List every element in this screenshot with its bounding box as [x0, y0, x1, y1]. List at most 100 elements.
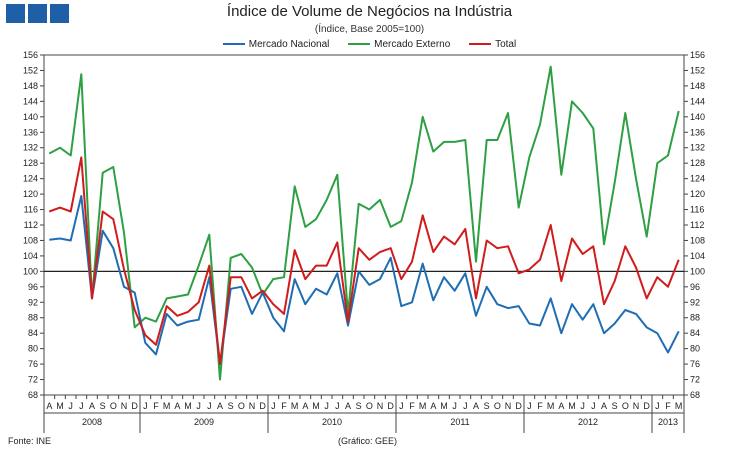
x-month-label: M	[547, 401, 555, 411]
x-month-label: J	[271, 401, 276, 411]
x-month-label: S	[356, 401, 362, 411]
x-month-label: M	[568, 401, 576, 411]
y-tick-label-right: 76	[690, 359, 700, 369]
y-tick-label-left: 156	[23, 50, 38, 60]
x-month-label: J	[452, 401, 457, 411]
y-tick-label-left: 112	[24, 220, 38, 230]
x-month-label: M	[440, 401, 448, 411]
x-month-label: O	[622, 401, 629, 411]
x-month-label: D	[387, 401, 394, 411]
y-tick-label-left: 108	[23, 235, 38, 245]
y-tick-label-left: 128	[23, 158, 38, 168]
x-month-label: M	[56, 401, 64, 411]
x-month-label: A	[345, 401, 351, 411]
x-month-label: N	[377, 401, 384, 411]
y-tick-label-right: 120	[690, 189, 705, 199]
x-month-label: S	[100, 401, 106, 411]
series-line-mercado-nacional	[49, 195, 680, 366]
y-tick-label-left: 80	[28, 344, 38, 354]
plot-frame	[43, 54, 685, 396]
y-tick-label-right: 92	[690, 297, 700, 307]
chart-subtitle: (Índice, Base 2005=100)	[314, 24, 425, 35]
x-month-label: F	[153, 401, 159, 411]
y-tick-label-left: 100	[23, 266, 38, 276]
y-tick-label-right: 132	[690, 143, 705, 153]
y-tick-label-left: 72	[28, 375, 38, 385]
x-month-label: A	[473, 401, 479, 411]
y-tick-label-right: 104	[690, 251, 705, 261]
x-month-label: J	[143, 401, 148, 411]
x-month-label: A	[430, 401, 436, 411]
y-tick-label-right: 88	[690, 313, 700, 323]
x-month-label: J	[196, 401, 201, 411]
y-tick-label-left: 84	[28, 328, 38, 338]
y-tick-label-left: 96	[28, 282, 38, 292]
x-month-label: N	[121, 401, 128, 411]
y-tick-label-right: 72	[690, 375, 700, 385]
x-month-label: M	[163, 401, 171, 411]
y-tick-label-right: 100	[690, 266, 705, 276]
legend-label: Mercado Nacional	[248, 39, 330, 50]
legend-swatch	[222, 43, 245, 46]
series-line-mercado-externo	[48, 65, 680, 381]
x-month-label: O	[366, 401, 373, 411]
y-tick-label-right: 112	[690, 220, 704, 230]
y-tick-label-left: 144	[23, 96, 38, 106]
y-tick-label-right: 148	[690, 81, 705, 91]
x-month-label: D	[643, 401, 650, 411]
legend-item-total: Total	[469, 39, 516, 50]
x-month-label: J	[324, 401, 329, 411]
legend-item-nacional: Mercado Nacional	[222, 39, 330, 50]
x-month-label: M	[184, 401, 192, 411]
legend-item-externo: Mercado Externo	[348, 39, 450, 50]
x-month-label: J	[335, 401, 340, 411]
y-tick-label-left: 132	[23, 143, 38, 153]
brand-logo	[6, 4, 69, 23]
x-month-label: F	[281, 401, 287, 411]
y-tick-label-right: 124	[690, 174, 705, 184]
logo-square-1	[6, 4, 25, 23]
x-month-label: N	[505, 401, 512, 411]
y-tick-label-right: 116	[690, 205, 704, 215]
year-label: 2013	[658, 417, 678, 427]
x-month-label: A	[302, 401, 308, 411]
y-tick-label-left: 116	[24, 205, 38, 215]
y-tick-label-left: 124	[23, 174, 38, 184]
x-month-label: A	[558, 401, 564, 411]
x-month-label: M	[312, 401, 320, 411]
logo-square-2	[28, 4, 47, 23]
year-label: 2010	[322, 417, 342, 427]
x-month-label: J	[68, 401, 73, 411]
x-month-label: S	[228, 401, 234, 411]
x-month-label: A	[46, 401, 52, 411]
series-line-total	[48, 156, 680, 366]
y-tick-label-left: 104	[23, 251, 38, 261]
y-tick-label-right: 84	[690, 328, 700, 338]
x-month-label: J	[207, 401, 212, 411]
logo-square-3	[50, 4, 69, 23]
x-month-label: J	[655, 401, 660, 411]
x-month-label: A	[601, 401, 607, 411]
y-tick-label-left: 68	[28, 390, 38, 400]
x-month-label: D	[259, 401, 266, 411]
legend-label: Total	[495, 39, 517, 50]
y-tick-label-right: 68	[690, 390, 700, 400]
x-month-label: N	[633, 401, 640, 411]
x-month-label: J	[79, 401, 84, 411]
year-label: 2011	[450, 417, 469, 427]
x-month-label: J	[527, 401, 532, 411]
y-tick-label-left: 76	[28, 359, 38, 369]
y-tick-label-left: 92	[28, 297, 38, 307]
y-tick-label-right: 152	[690, 65, 705, 75]
x-month-label: N	[249, 401, 256, 411]
x-month-label: F	[409, 401, 415, 411]
year-label: 2009	[194, 417, 214, 427]
legend-label: Mercado Externo	[374, 39, 451, 50]
x-month-label: S	[612, 401, 618, 411]
year-label: 2008	[82, 417, 102, 427]
y-tick-label-right: 136	[690, 127, 705, 137]
y-tick-label-right: 140	[690, 112, 705, 122]
year-label: 2012	[578, 417, 598, 427]
y-tick-label-left: 136	[23, 127, 38, 137]
